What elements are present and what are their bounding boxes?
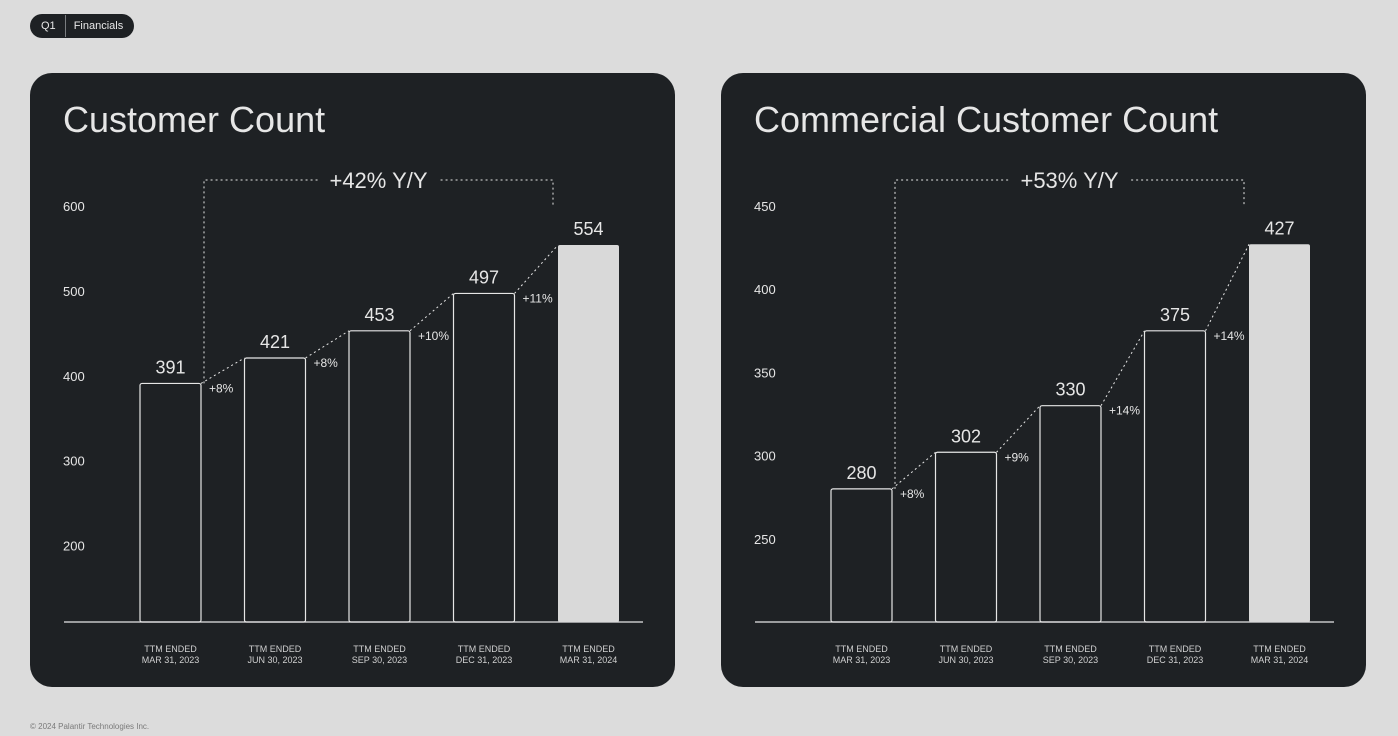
growth-label: +10% [418, 329, 449, 343]
chart-panel-customer-count: Customer Count 200 300 400 500 600 391 TTM ENDE… [30, 73, 675, 687]
growth-connector [409, 293, 454, 332]
bar [243, 357, 307, 623]
section-pill: Q1 Financials [30, 14, 135, 38]
growth-connector [514, 244, 559, 294]
bar [139, 382, 202, 623]
bar [1143, 330, 1207, 623]
bar-value-label: 554 [573, 219, 603, 239]
x-tick-label: DEC 31, 2023 [456, 655, 513, 665]
y-tick-label: 300 [63, 454, 85, 469]
growth-label: +8% [314, 356, 339, 370]
growth-connector [891, 451, 936, 490]
y-tick-label: 300 [754, 449, 776, 464]
x-tick-label: TTM ENDED [940, 644, 993, 654]
x-tick-label: JUN 30, 2023 [938, 655, 993, 665]
y-tick-label: 500 [63, 284, 85, 299]
bar-value-label: 330 [1055, 380, 1085, 400]
x-tick-label: MAR 31, 2023 [142, 655, 200, 665]
x-tick-label: TTM ENDED [249, 644, 302, 654]
x-tick-label: TTM ENDED [835, 644, 888, 654]
growth-label: +14% [1214, 329, 1245, 343]
growth-connector [200, 357, 245, 384]
x-tick-label: JUN 30, 2023 [247, 655, 302, 665]
bar [934, 451, 998, 623]
bar-value-label: 427 [1264, 218, 1294, 238]
x-tick-label: SEP 30, 2023 [352, 655, 407, 665]
chart-title: Customer Count [63, 99, 325, 140]
x-tick-label: MAR 31, 2024 [1251, 655, 1309, 665]
chart-customer-count: Customer Count 200 300 400 500 600 391 TTM ENDE… [63, 99, 643, 665]
bar [558, 245, 619, 623]
growth-label: +11% [523, 291, 553, 305]
x-tick-label: SEP 30, 2023 [1043, 655, 1098, 665]
x-tick-label: TTM ENDED [353, 644, 406, 654]
bar-value-label: 421 [260, 332, 290, 352]
x-tick-label: TTM ENDED [458, 644, 511, 654]
y-tick-label: 400 [63, 369, 85, 384]
growth-connector [1205, 244, 1250, 332]
bar [1249, 244, 1310, 622]
bar-value-label: 375 [1160, 305, 1190, 325]
growth-connector [1100, 330, 1145, 406]
y-tick-label: 450 [754, 199, 776, 214]
growth-connector [996, 405, 1041, 453]
bar [1039, 405, 1102, 623]
copyright: © 2024 Palantir Technologies Inc. [30, 722, 150, 731]
bar-value-label: 453 [364, 305, 394, 325]
x-tick-label: TTM ENDED [1253, 644, 1306, 654]
quarter-label: Q1 [30, 15, 66, 37]
x-tick-label: TTM ENDED [1149, 644, 1202, 654]
yoy-label: +42% Y/Y [329, 168, 427, 193]
x-tick-label: TTM ENDED [1044, 644, 1097, 654]
y-tick-label: 600 [63, 199, 85, 214]
bar [348, 330, 411, 623]
section-label: Financials [73, 20, 124, 32]
y-tick-label: 250 [754, 532, 776, 547]
x-tick-label: DEC 31, 2023 [1147, 655, 1204, 665]
yoy-label-background [318, 166, 439, 194]
growth-label: +14% [1109, 404, 1140, 418]
x-tick-label: TTM ENDED [562, 644, 615, 654]
yoy-label: +53% Y/Y [1020, 168, 1118, 193]
y-tick-label: 350 [754, 365, 776, 380]
bar-value-label: 497 [469, 267, 499, 287]
x-tick-label: MAR 31, 2024 [560, 655, 618, 665]
bar [452, 292, 516, 623]
y-tick-label: 400 [754, 282, 776, 297]
y-tick-label: 200 [63, 539, 85, 554]
growth-label: +8% [209, 381, 234, 395]
bar-value-label: 280 [846, 463, 876, 483]
yoy-bracket [203, 179, 554, 384]
chart-title: Commercial Customer Count [754, 99, 1218, 140]
bar-value-label: 391 [155, 357, 185, 377]
chart-panel-commercial-customer-count: Commercial Customer Count 250 300 350 400 450… [721, 73, 1366, 687]
bar-value-label: 302 [951, 426, 981, 446]
yoy-label-background [1009, 166, 1130, 194]
bar [830, 488, 893, 623]
yoy-bracket [894, 179, 1245, 489]
growth-label: +8% [900, 487, 925, 501]
x-tick-label: TTM ENDED [144, 644, 197, 654]
chart-commercial-customer-count: Commercial Customer Count 250 300 350 400 450… [754, 99, 1334, 665]
x-tick-label: MAR 31, 2023 [833, 655, 891, 665]
growth-label: +9% [1005, 450, 1030, 464]
growth-connector [305, 330, 350, 359]
